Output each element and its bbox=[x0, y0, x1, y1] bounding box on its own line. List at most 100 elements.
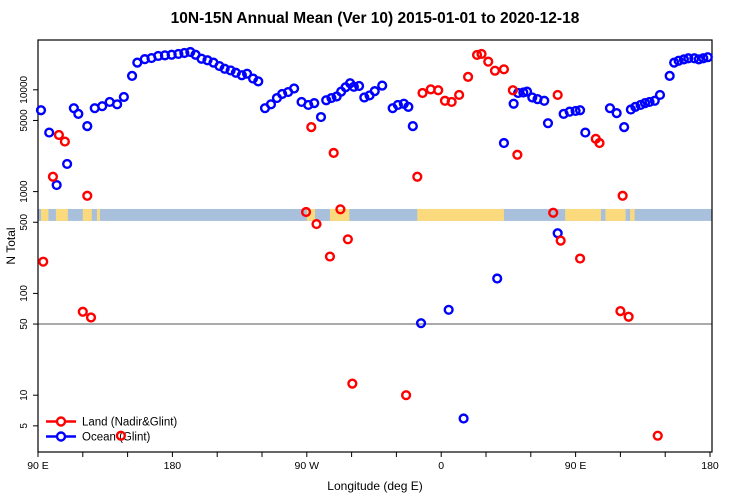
data-point bbox=[630, 101, 641, 112]
data-point bbox=[115, 430, 126, 441]
data-point bbox=[51, 179, 62, 191]
data-point bbox=[315, 111, 327, 123]
data-point bbox=[118, 91, 129, 103]
data-point bbox=[678, 54, 689, 65]
data-point bbox=[462, 71, 474, 82]
data-point bbox=[44, 127, 55, 138]
data-point bbox=[623, 311, 634, 322]
data-point bbox=[342, 234, 353, 245]
map-strip-land-patch bbox=[82, 208, 92, 221]
data-point bbox=[471, 49, 483, 61]
data-point bbox=[97, 101, 108, 112]
data-point bbox=[179, 47, 190, 59]
x-tick-label: 180 bbox=[164, 460, 182, 472]
y-tick-label: 10000 bbox=[19, 75, 30, 103]
data-point bbox=[458, 413, 469, 424]
data-point bbox=[446, 96, 457, 108]
data-point bbox=[548, 207, 559, 218]
data-point bbox=[335, 204, 346, 215]
map-strip-land-patch bbox=[329, 208, 350, 221]
data-point bbox=[570, 105, 581, 117]
data-point bbox=[311, 218, 322, 230]
data-point bbox=[644, 96, 655, 108]
plot-border bbox=[37, 39, 713, 453]
data-point bbox=[321, 95, 332, 106]
data-point bbox=[328, 147, 339, 158]
data-point bbox=[289, 83, 300, 94]
data-point bbox=[693, 54, 704, 65]
data-point bbox=[521, 86, 533, 97]
data-point bbox=[38, 256, 49, 267]
x-tick-label: 0 bbox=[438, 460, 444, 472]
data-point bbox=[62, 158, 73, 170]
data-point bbox=[615, 306, 626, 317]
data-point bbox=[347, 378, 358, 389]
data-point bbox=[604, 103, 616, 114]
map-strip-land-patch bbox=[55, 208, 68, 221]
data-point bbox=[512, 149, 523, 160]
data-point bbox=[241, 68, 253, 79]
data-point bbox=[77, 306, 88, 317]
data-point bbox=[498, 137, 510, 149]
data-point bbox=[476, 48, 487, 60]
data-point bbox=[507, 85, 518, 96]
data-point bbox=[403, 101, 414, 112]
data-point bbox=[359, 92, 370, 103]
data-point bbox=[196, 53, 207, 64]
map-strip-land-patch bbox=[605, 208, 626, 221]
data-point bbox=[702, 52, 713, 63]
data-point bbox=[498, 64, 510, 75]
data-point bbox=[415, 318, 427, 329]
data-point bbox=[652, 430, 663, 441]
data-point bbox=[508, 98, 519, 109]
data-point bbox=[73, 108, 84, 119]
x-tick-label: 90 E bbox=[565, 460, 587, 472]
data-point bbox=[306, 122, 317, 133]
data-point bbox=[417, 87, 428, 99]
data-point bbox=[552, 89, 563, 101]
data-point bbox=[683, 53, 694, 64]
data-point bbox=[53, 129, 65, 141]
data-point bbox=[265, 99, 277, 110]
data-point bbox=[649, 95, 660, 106]
y-tick-label: 10 bbox=[19, 389, 30, 401]
data-point bbox=[527, 92, 538, 103]
data-point bbox=[82, 120, 93, 132]
data-point bbox=[377, 80, 388, 91]
data-point bbox=[594, 137, 605, 149]
map-strip-land-patch bbox=[565, 208, 601, 221]
data-point bbox=[47, 171, 59, 182]
x-tick-label: 180 bbox=[701, 460, 719, 472]
data-point bbox=[326, 92, 337, 104]
legend-label: Land (Nadir&Glint) bbox=[82, 417, 177, 429]
data-point bbox=[303, 99, 314, 111]
legend-marker bbox=[55, 416, 67, 427]
data-point bbox=[59, 136, 70, 147]
y-tick-label: 100 bbox=[19, 285, 30, 302]
data-point bbox=[412, 171, 423, 182]
data-point bbox=[489, 65, 501, 76]
y-tick-label: 1000 bbox=[19, 180, 30, 203]
data-point bbox=[574, 105, 586, 116]
map-strip-land-patch bbox=[630, 208, 635, 221]
data-point bbox=[555, 235, 566, 246]
data-point bbox=[369, 86, 380, 97]
data-point bbox=[639, 98, 651, 109]
data-point bbox=[353, 80, 365, 92]
data-point bbox=[401, 390, 412, 401]
data-point bbox=[564, 106, 575, 117]
data-point bbox=[654, 89, 666, 101]
y-tick-label: 5000 bbox=[19, 109, 30, 132]
y-tick-label: 50 bbox=[19, 318, 30, 330]
data-point bbox=[253, 76, 264, 87]
map-strip-land-patch bbox=[96, 208, 100, 221]
data-point bbox=[664, 70, 675, 81]
y-tick-label: 500 bbox=[19, 213, 30, 230]
data-point bbox=[173, 48, 184, 60]
data-point bbox=[348, 81, 359, 92]
data-point bbox=[619, 122, 630, 133]
x-tick-label: 90 E bbox=[27, 460, 49, 472]
y-tick-label: 5 bbox=[19, 423, 30, 429]
